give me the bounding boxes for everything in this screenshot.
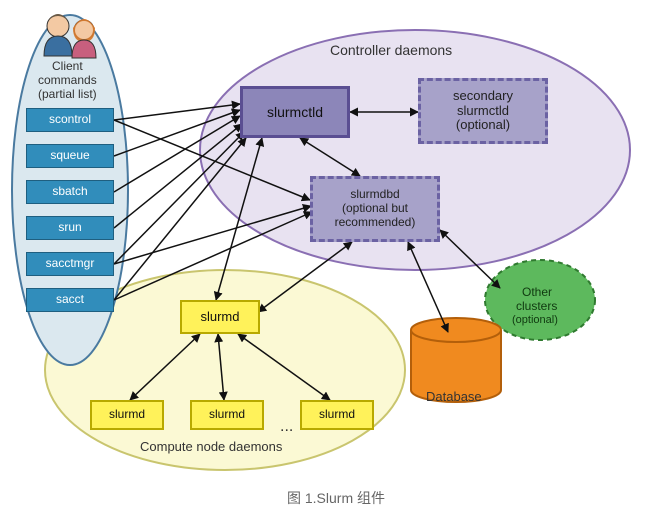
people-icon bbox=[44, 14, 96, 58]
client-cmd-sbatch: sbatch bbox=[26, 180, 114, 204]
client-cmd-srun: srun bbox=[26, 216, 114, 240]
compute_title: Compute node daemons bbox=[140, 440, 282, 455]
slurmd2: slurmd bbox=[190, 400, 264, 430]
edge-12 bbox=[258, 242, 352, 312]
edge-0 bbox=[114, 104, 240, 120]
other_l3: (optional) bbox=[512, 314, 558, 327]
client-cmd-sacct: sacct bbox=[26, 288, 114, 312]
client-cmd-squeue: squeue bbox=[26, 144, 114, 168]
edge-4 bbox=[114, 132, 244, 264]
figure-caption: 图 1.Slurm 组件 bbox=[0, 488, 672, 508]
slurmd1: slurmd bbox=[90, 400, 164, 430]
client-cmd-scontrol: scontrol bbox=[26, 108, 114, 132]
edge-10 bbox=[300, 138, 360, 176]
slurmdbd: slurmdbd (optional but recommended) bbox=[310, 176, 440, 242]
db_label: Database bbox=[426, 390, 482, 405]
edge-3 bbox=[114, 124, 242, 228]
other_l2: clusters bbox=[516, 300, 557, 314]
edge-17 bbox=[238, 334, 330, 400]
secondary: secondary slurmctld (optional) bbox=[418, 78, 548, 144]
client_title2: commands bbox=[38, 74, 97, 88]
other_l1: Other bbox=[522, 286, 552, 300]
client_title3: (partial list) bbox=[38, 88, 97, 102]
slurmctld: slurmctld bbox=[240, 86, 350, 138]
edge-1 bbox=[114, 110, 240, 156]
slurmd3: slurmd bbox=[300, 400, 374, 430]
client-cmd-sacctmgr: sacctmgr bbox=[26, 252, 114, 276]
edge-16 bbox=[218, 334, 224, 400]
edge-11 bbox=[216, 138, 262, 300]
edge-8 bbox=[114, 212, 312, 300]
client_title1: Client bbox=[52, 60, 83, 74]
controller_title: Controller daemons bbox=[330, 42, 452, 58]
slurmd_main: slurmd bbox=[180, 300, 260, 334]
edge-15 bbox=[130, 334, 200, 400]
edge-13 bbox=[440, 230, 500, 288]
ellipsis: ... bbox=[280, 418, 293, 436]
edge-2 bbox=[114, 116, 240, 192]
diagram-stage: { "caption": "图 1.Slurm 组件", "caption_fo… bbox=[0, 0, 672, 519]
edge-5 bbox=[114, 138, 246, 300]
edge-14 bbox=[408, 242, 448, 332]
edge-7 bbox=[114, 206, 311, 264]
